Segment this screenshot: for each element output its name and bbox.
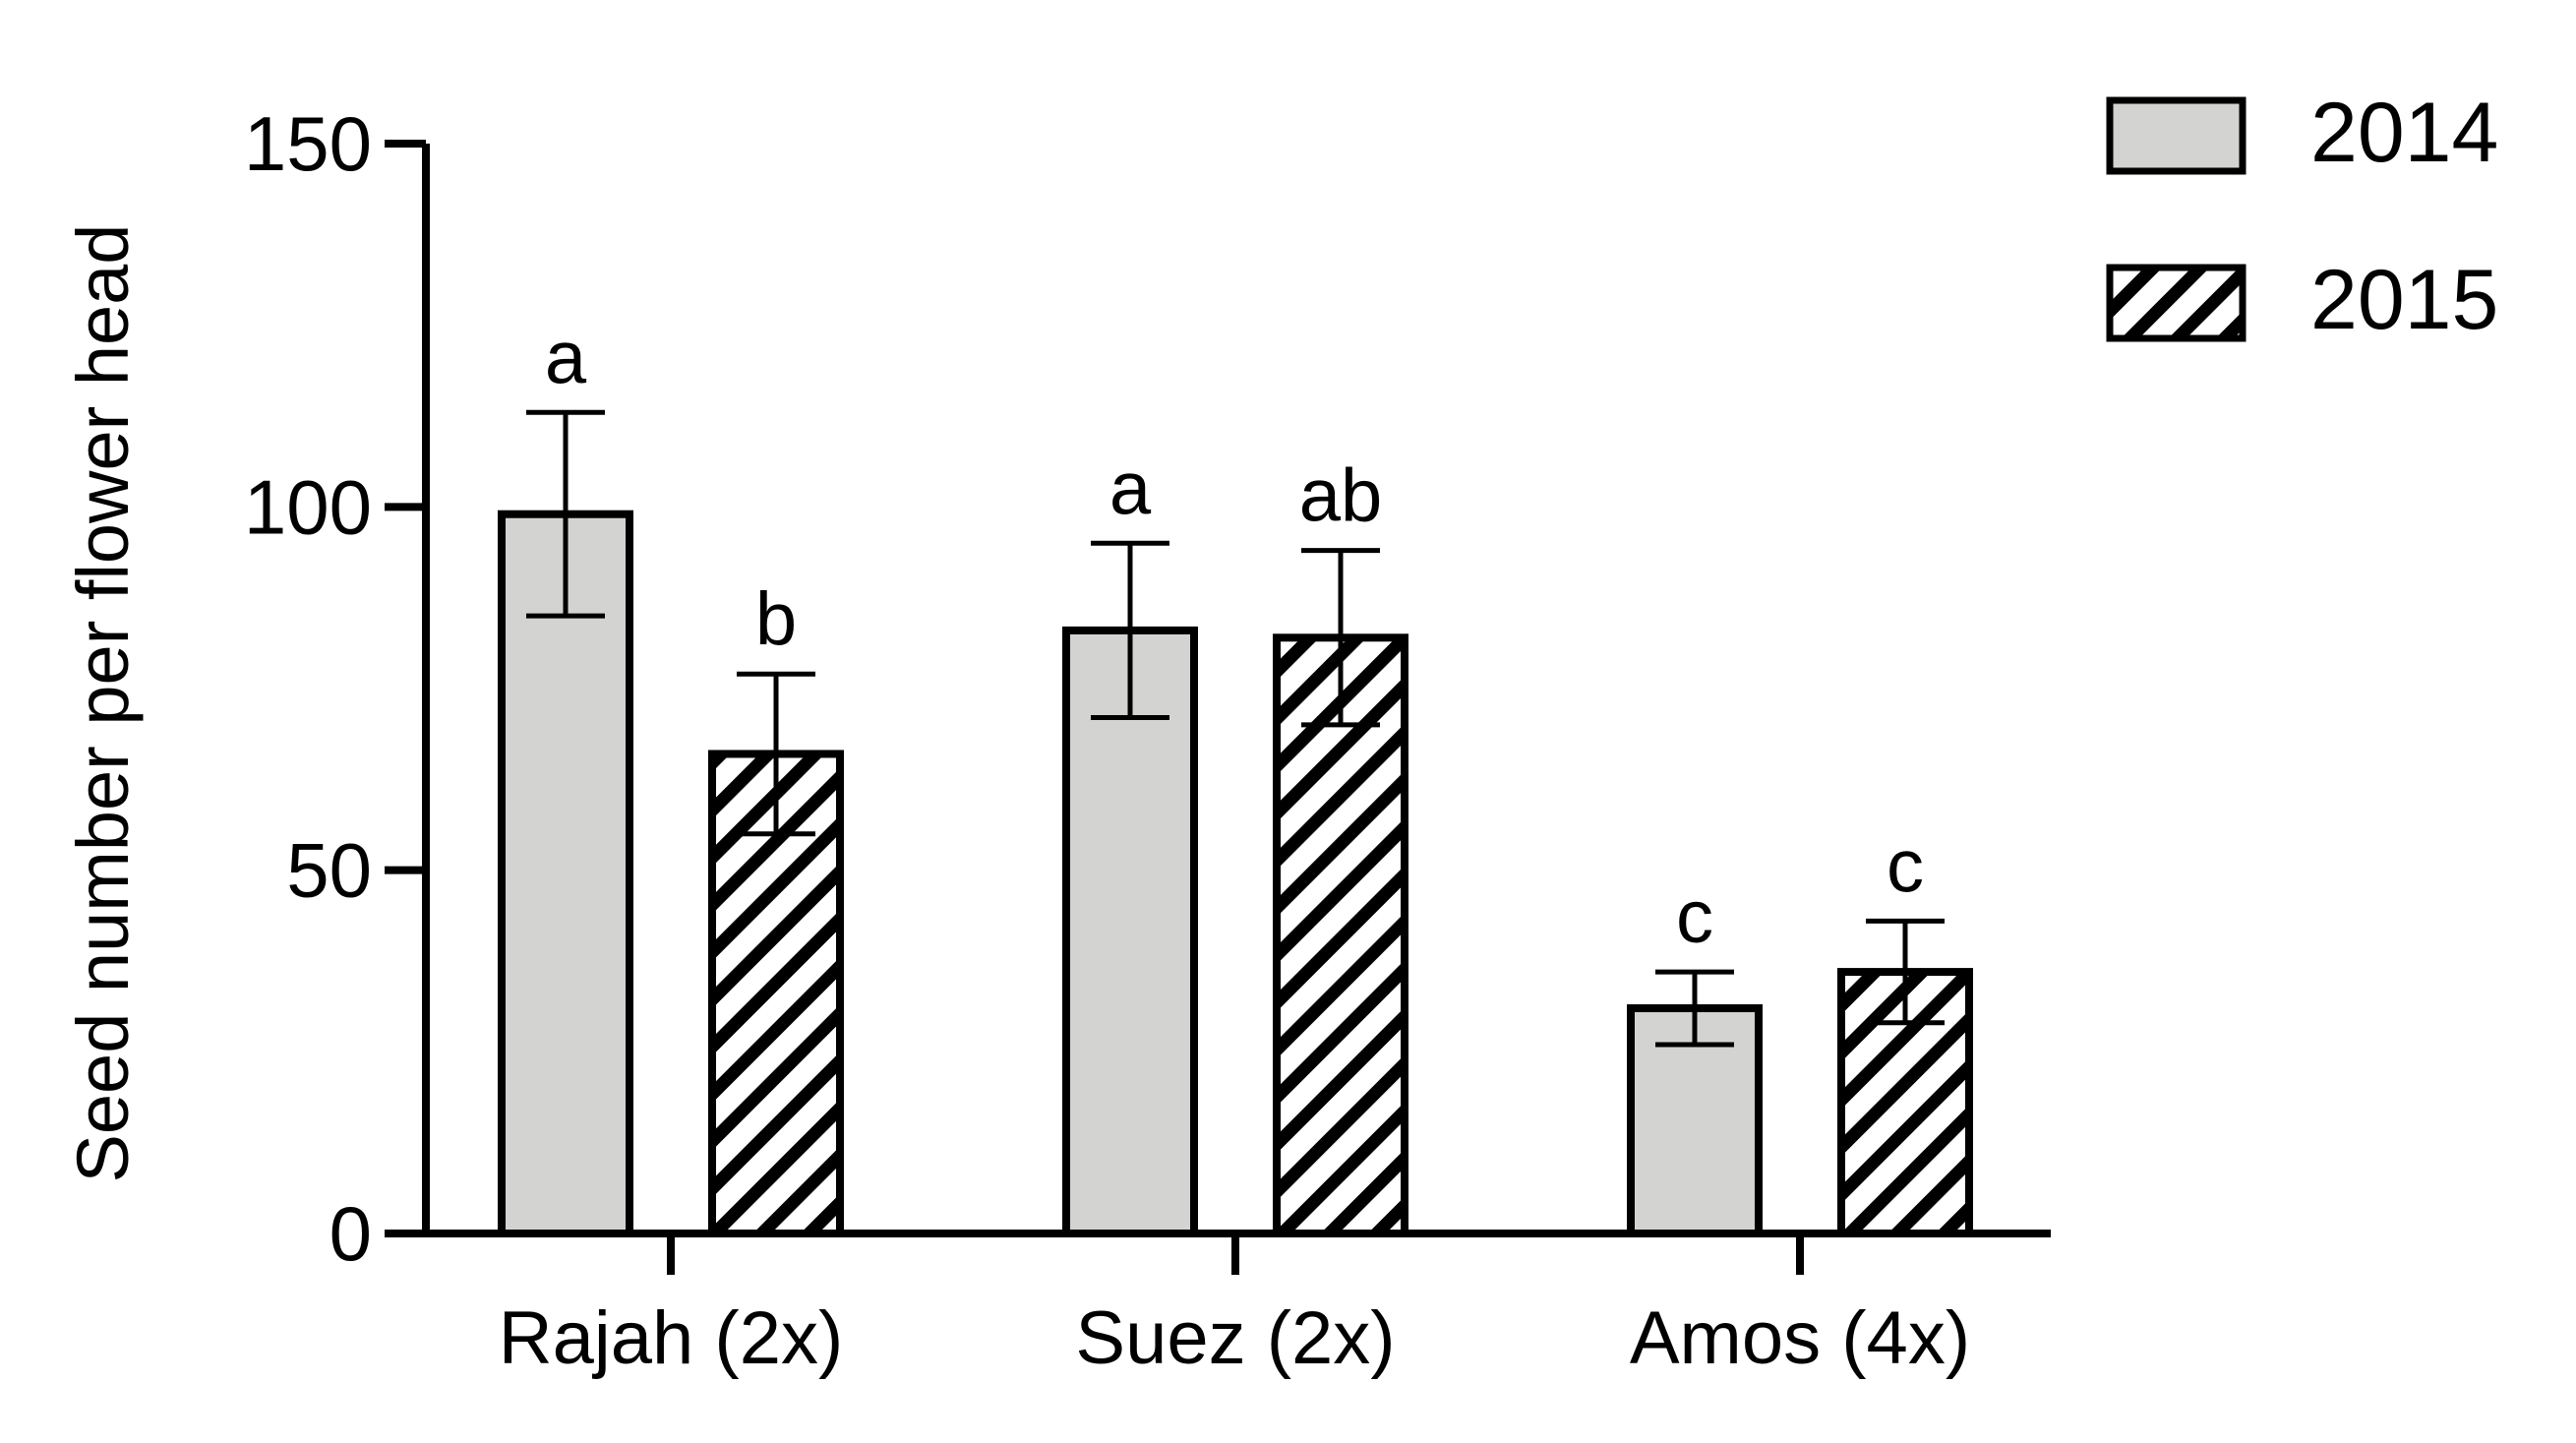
significance-letter: c xyxy=(1887,824,1924,908)
significance-letter: ab xyxy=(1299,454,1383,538)
bar-2014 xyxy=(498,510,633,1237)
significance-letter: c xyxy=(1676,875,1713,959)
significance-letter: a xyxy=(545,316,587,399)
legend-swatch-2015 xyxy=(2106,264,2247,342)
x-tick-label: Amos (4x) xyxy=(1630,1296,1970,1380)
legend-swatch-2014 xyxy=(2106,96,2247,175)
y-tick-label: 150 xyxy=(244,100,372,187)
bar-2014 xyxy=(1062,626,1198,1237)
significance-letter: b xyxy=(755,577,797,661)
x-tick-label: Suez (2x) xyxy=(1075,1296,1395,1380)
legend-label: 2015 xyxy=(2310,253,2498,347)
y-tick-label: 100 xyxy=(244,463,372,550)
y-tick-label: 0 xyxy=(329,1190,372,1277)
legend-label: 2014 xyxy=(2310,86,2498,180)
y-axis-label: Seed number per flower head xyxy=(62,224,144,1183)
x-tick-label: Rajah (2x) xyxy=(499,1296,844,1380)
significance-letter: a xyxy=(1109,447,1152,530)
y-tick-label: 50 xyxy=(286,827,372,914)
